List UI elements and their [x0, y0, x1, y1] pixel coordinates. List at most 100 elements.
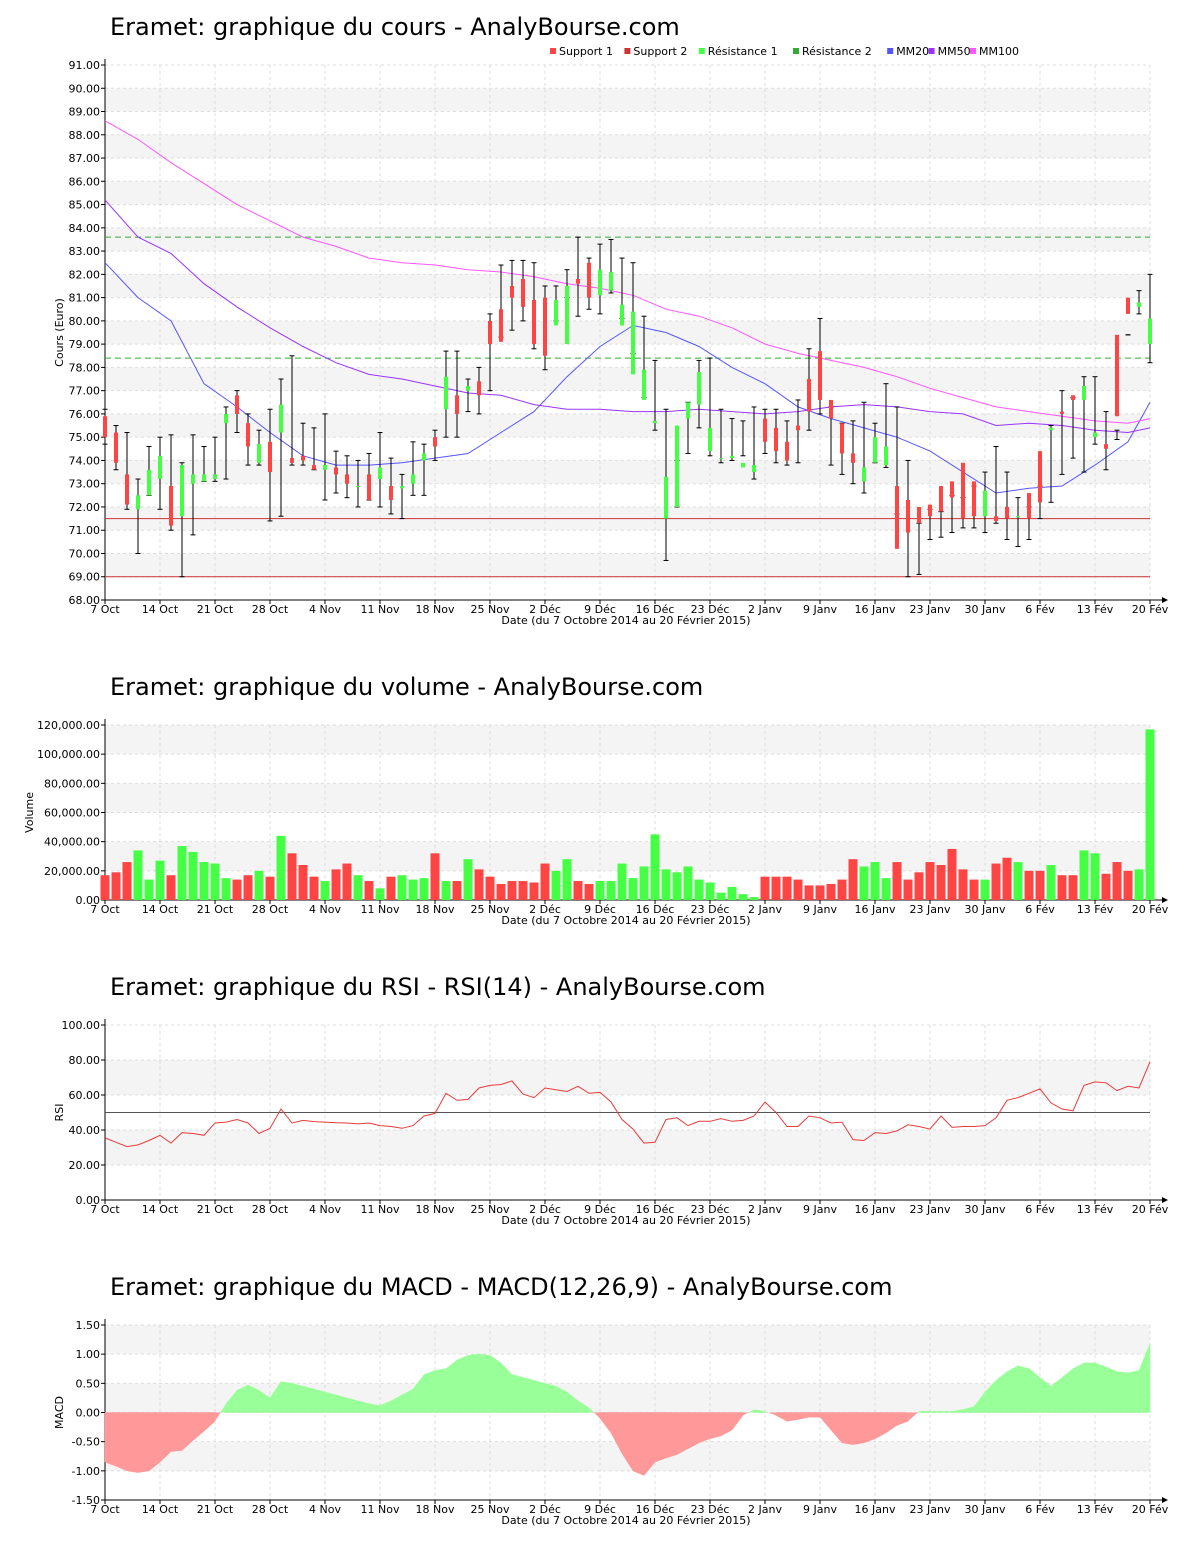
macd-area-segment [1006, 1365, 1019, 1413]
grid-band [105, 274, 1150, 298]
volume-bar [430, 853, 440, 900]
volume-bar [1101, 873, 1111, 900]
x-tick-label: 30 Janv [965, 1503, 1006, 1516]
volume-bar [595, 881, 605, 900]
candle-body [565, 285, 569, 345]
candle-body [334, 467, 338, 475]
volume-bar [551, 870, 561, 900]
x-tick-label: 14 Oct [142, 1203, 179, 1216]
macd-area-segment [1039, 1376, 1052, 1413]
macd-area-segment [918, 1411, 931, 1413]
y-tick-label: 120,000.00 [37, 719, 100, 732]
macd-area-segment [192, 1412, 205, 1442]
volume-bar [287, 853, 297, 900]
macd-area-segment [1105, 1366, 1118, 1413]
volume-bar [309, 876, 319, 900]
x-axis-arrow [1162, 597, 1168, 603]
macd-area-segment [797, 1412, 810, 1420]
y-tick-label: 40,000.00 [44, 836, 100, 849]
candle-body [554, 299, 558, 326]
candle-body [708, 427, 712, 452]
y-tick-label: 69.00 [69, 571, 101, 584]
candle-body [774, 427, 778, 452]
macd-area-segment [467, 1353, 480, 1413]
candle-body [950, 481, 954, 498]
candle-body [103, 416, 107, 438]
candle-body [840, 423, 844, 454]
x-tick-label: 2 Déc [529, 903, 561, 916]
candle-body [224, 413, 228, 424]
candle-body [356, 486, 360, 488]
y-tick-label: 76.00 [69, 408, 101, 421]
y-tick-label: 89.00 [69, 106, 101, 119]
legend-label: Résistance 2 [802, 45, 872, 58]
x-tick-label: 2 Janv [748, 1503, 782, 1516]
macd-area-segment [687, 1412, 700, 1450]
macd-area-segment [841, 1412, 854, 1445]
candle-body [587, 262, 591, 298]
candle-body [323, 465, 327, 470]
x-tick-label: 21 Oct [197, 1203, 234, 1216]
volume-bar [661, 869, 671, 900]
y-tick-label: 79.00 [69, 338, 101, 351]
volume-bar [991, 863, 1001, 900]
candle-body [543, 297, 547, 356]
candle-body [257, 444, 261, 463]
volume-bar [518, 881, 528, 900]
volume-bar [177, 846, 187, 900]
legend-label: Support 2 [633, 45, 687, 58]
volume-bar [1112, 862, 1122, 900]
x-tick-label: 20 Fév [1132, 1503, 1169, 1516]
volume-bar [100, 875, 110, 900]
volume-bar [529, 882, 539, 900]
volume-bar [694, 879, 704, 900]
candle-body [158, 455, 162, 480]
x-tick-label: 2 Janv [748, 603, 782, 616]
macd-area-segment [577, 1400, 590, 1413]
x-tick-label: 7 Oct [90, 603, 120, 616]
x-tick-label: 16 Janv [855, 1203, 896, 1216]
volume-bar [144, 879, 154, 900]
volume-bar [254, 870, 264, 900]
y-tick-label: -1.50 [72, 1494, 100, 1507]
volume-bar [463, 859, 473, 900]
macd-area-segment [313, 1388, 326, 1413]
x-axis-title: Date (du 7 Octobre 2014 au 20 Février 20… [501, 614, 750, 627]
macd-area-segment [852, 1412, 865, 1445]
x-tick-label: 23 Janv [910, 1503, 951, 1516]
volume-bar [903, 879, 913, 900]
candle-body [785, 441, 789, 461]
y-tick-label: 82.00 [69, 268, 101, 281]
volume-bar [958, 869, 968, 900]
volume-bar [1090, 853, 1100, 900]
volume-bar [1079, 850, 1089, 900]
candle-body [796, 425, 800, 431]
macd-area-segment [753, 1409, 766, 1413]
volume-bar [848, 859, 858, 900]
volume-bar [727, 886, 737, 900]
legend-label: MM100 [979, 45, 1019, 58]
candle-body [1137, 302, 1141, 307]
legend-swatch [550, 48, 556, 54]
volume-bar [782, 876, 792, 900]
x-tick-label: 23 Déc [691, 603, 730, 616]
x-tick-label: 13 Fév [1077, 1203, 1114, 1216]
x-tick-label: 23 Déc [691, 1503, 730, 1516]
macd-area-segment [1061, 1368, 1074, 1413]
x-tick-label: 11 Nov [361, 1203, 400, 1216]
candle-body [455, 395, 459, 414]
grid-band [105, 1325, 1150, 1355]
candle-body [114, 432, 118, 463]
x-tick-label: 30 Janv [965, 903, 1006, 916]
y-tick-label: 86.00 [69, 175, 101, 188]
macd-area-segment [522, 1377, 535, 1413]
candle-body [378, 467, 382, 480]
y-tick-label: 1.00 [76, 1348, 101, 1361]
candle-body [906, 499, 910, 533]
candle-body [598, 269, 602, 296]
macd-area-segment [302, 1385, 315, 1413]
macd-area-segment [1116, 1371, 1129, 1413]
y-tick-label: 70.00 [69, 547, 101, 560]
candle-body [829, 399, 833, 419]
macd-area-segment [698, 1412, 711, 1444]
